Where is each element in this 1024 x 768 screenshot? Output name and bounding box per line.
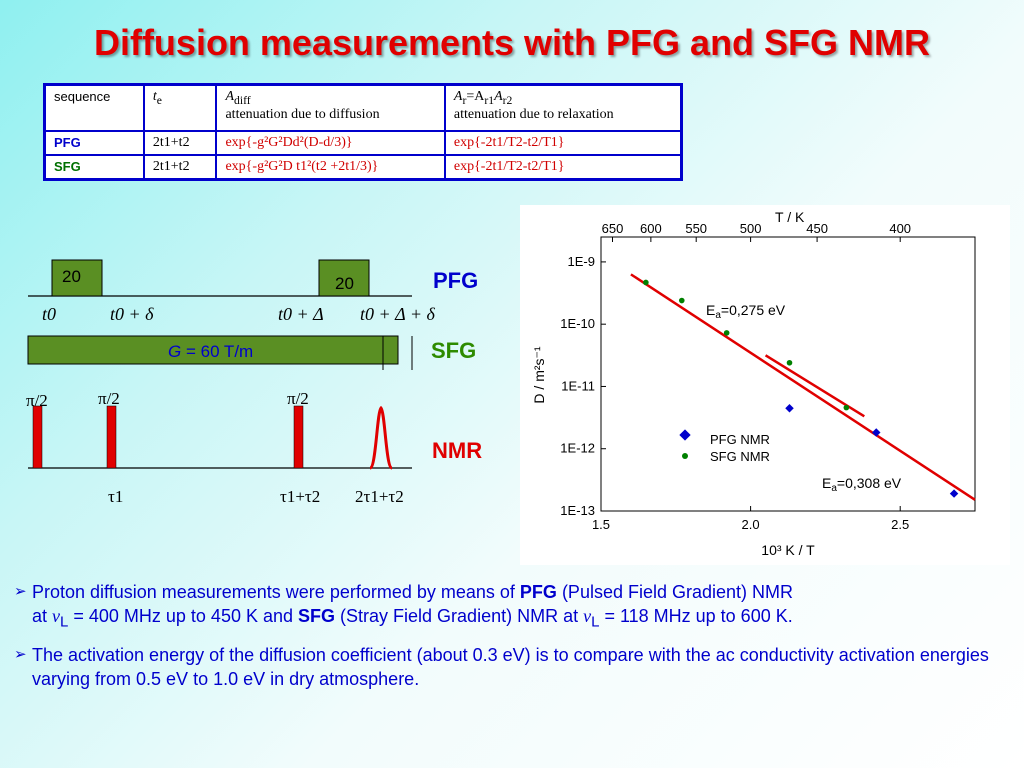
tau-label-3: 2τ1+τ2 (355, 487, 404, 506)
top-tick-label: 500 (740, 221, 762, 236)
bullet-text: Proton diffusion measurements were perfo… (32, 582, 794, 631)
pfg-label: PFG (433, 268, 478, 293)
row-te: 2t1+t2 (142, 130, 218, 156)
plot-background (520, 205, 1010, 565)
arrhenius-plot: 1.5 2.0 2.5 1E-9 1E-10 1E-11 1E-12 1E-13 650 60… (520, 205, 1010, 565)
time-label-t0-Delta: t0 + Δ (278, 304, 324, 324)
legend-label-pfg: PFG NMR (710, 432, 770, 447)
gradient-pulse-2 (318, 259, 370, 297)
top-tick-label: 650 (602, 221, 624, 236)
row-te: 2t1+t2 (142, 154, 218, 181)
sequence-table: sequence te Adiff attenuation due to diff… (43, 83, 683, 181)
x-tick-label: 2.5 (891, 517, 909, 532)
y-tick-label: 1E-9 (568, 254, 595, 269)
pulse-label-2: π/2 (98, 389, 120, 408)
bullet-arrow-icon: ➢ (14, 645, 27, 663)
data-point-pfg (949, 489, 959, 498)
y-tick-label: 1E-11 (561, 378, 595, 393)
sfg-gradient-bar (27, 335, 399, 365)
row-adiff: exp{-g²G²Dd²(D-d/3)} (215, 130, 446, 156)
x-tick-label: 2.0 (742, 517, 760, 532)
legend-label-sfg: SFG NMR (710, 449, 770, 464)
bullet-list: ➢ Proton diffusion measurements were per… (14, 580, 1009, 699)
time-label-t0-Delta-delta: t0 + Δ + δ (360, 304, 436, 324)
table-header-row: sequence te Adiff attenuation due to diff… (43, 83, 683, 132)
row-name: SFG (43, 154, 145, 181)
y-tick-label: 1E-13 (560, 503, 595, 518)
gradient-label-2: 20 (335, 274, 354, 293)
rf-pulse-1 (32, 405, 43, 469)
top-tick-label: 400 (889, 221, 911, 236)
bullet-text: The activation energy of the diffusion c… (32, 644, 989, 689)
time-label-t0: t0 (42, 304, 56, 324)
data-point-pfg (872, 428, 881, 437)
echo-signal (368, 405, 394, 470)
fit-line (630, 273, 976, 501)
y-ticks: 1E-9 1E-10 1E-11 1E-12 1E-13 (560, 254, 606, 518)
row-name: PFG (43, 130, 145, 156)
time-label-t0-delta: t0 + δ (110, 304, 154, 324)
y-axis-label: D / m²s⁻¹ (531, 346, 547, 403)
annotation-ea-1: Ea=0,275 eV (706, 302, 786, 321)
sfg-field-label: G = 60 T/m (168, 342, 253, 361)
rf-pulse-2 (106, 405, 117, 469)
bullet-item-2: ➢ The activation energy of the diffusion… (14, 643, 1009, 691)
x-tick-label: 1.5 (592, 517, 610, 532)
legend-marker-sfg (682, 453, 688, 459)
pulse-label-3: π/2 (287, 389, 309, 408)
y-tick-label: 1E-12 (560, 441, 595, 456)
bullet-arrow-icon: ➢ (14, 583, 27, 600)
header-ar: Ar=Ar1Ar2 attenuation due to relaxation (443, 83, 683, 132)
data-points (643, 279, 959, 498)
tau-label-2: τ1+τ2 (280, 487, 320, 506)
top-ticks: 650 600 550 500 450 400 (602, 221, 911, 242)
header-te: te (142, 83, 218, 132)
header-adiff: Adiff attenuation due to diffusion (215, 83, 446, 132)
rf-pulse-3 (293, 405, 304, 469)
plot-frame (600, 236, 976, 512)
x-ticks: 1.5 2.0 2.5 (592, 506, 909, 532)
data-point-pfg (785, 404, 794, 413)
data-point-sfg (843, 404, 850, 411)
top-tick-label: 600 (640, 221, 662, 236)
nmr-label: NMR (432, 438, 482, 463)
legend-marker-pfg (679, 429, 691, 441)
top-tick-label: 450 (806, 221, 828, 236)
top-tick-label: 550 (685, 221, 707, 236)
top-axis-label: T / K (775, 209, 805, 225)
row-ar: exp{-2t1/T2-t2/T1} (443, 154, 683, 181)
annotation-ea-2: Ea=0,308 eV (822, 475, 902, 494)
data-point-sfg (678, 297, 685, 304)
data-point-sfg (643, 279, 649, 286)
table-row-sfg: SFG 2t1+t2 exp{-g²G²D t1²(t2 +2t1/3)} ex… (43, 154, 683, 181)
bullet-item-1: ➢ Proton diffusion measurements were per… (14, 580, 1009, 635)
pulse-sequence-diagram: 20 20 PFG t0 t0 + δ t0 + Δ t0 + Δ + δ G … (26, 259, 482, 506)
y-tick-label: 1E-10 (560, 316, 595, 331)
row-adiff: exp{-g²G²D t1²(t2 +2t1/3)} (215, 154, 446, 181)
gradient-label-1: 20 (62, 267, 81, 286)
table-row-pfg: PFG 2t1+t2 exp{-g²G²Dd²(D-d/3)} exp{-2t1… (43, 130, 683, 156)
pulse-label-1: π/2 (26, 391, 48, 410)
header-sequence: sequence (43, 83, 145, 132)
tau-label-1: τ1 (108, 487, 123, 506)
slide-title: Diffusion measurements with PFG and SFG … (93, 22, 931, 63)
data-point-sfg (723, 330, 730, 336)
row-ar: exp{-2t1/T2-t2/T1} (443, 130, 683, 156)
data-point-sfg (786, 359, 793, 366)
legend: PFG NMR SFG NMR (679, 429, 770, 464)
x-axis-label: 10³ K / T (761, 542, 815, 558)
gradient-pulse-1 (51, 259, 103, 297)
sfg-label: SFG (431, 338, 476, 363)
